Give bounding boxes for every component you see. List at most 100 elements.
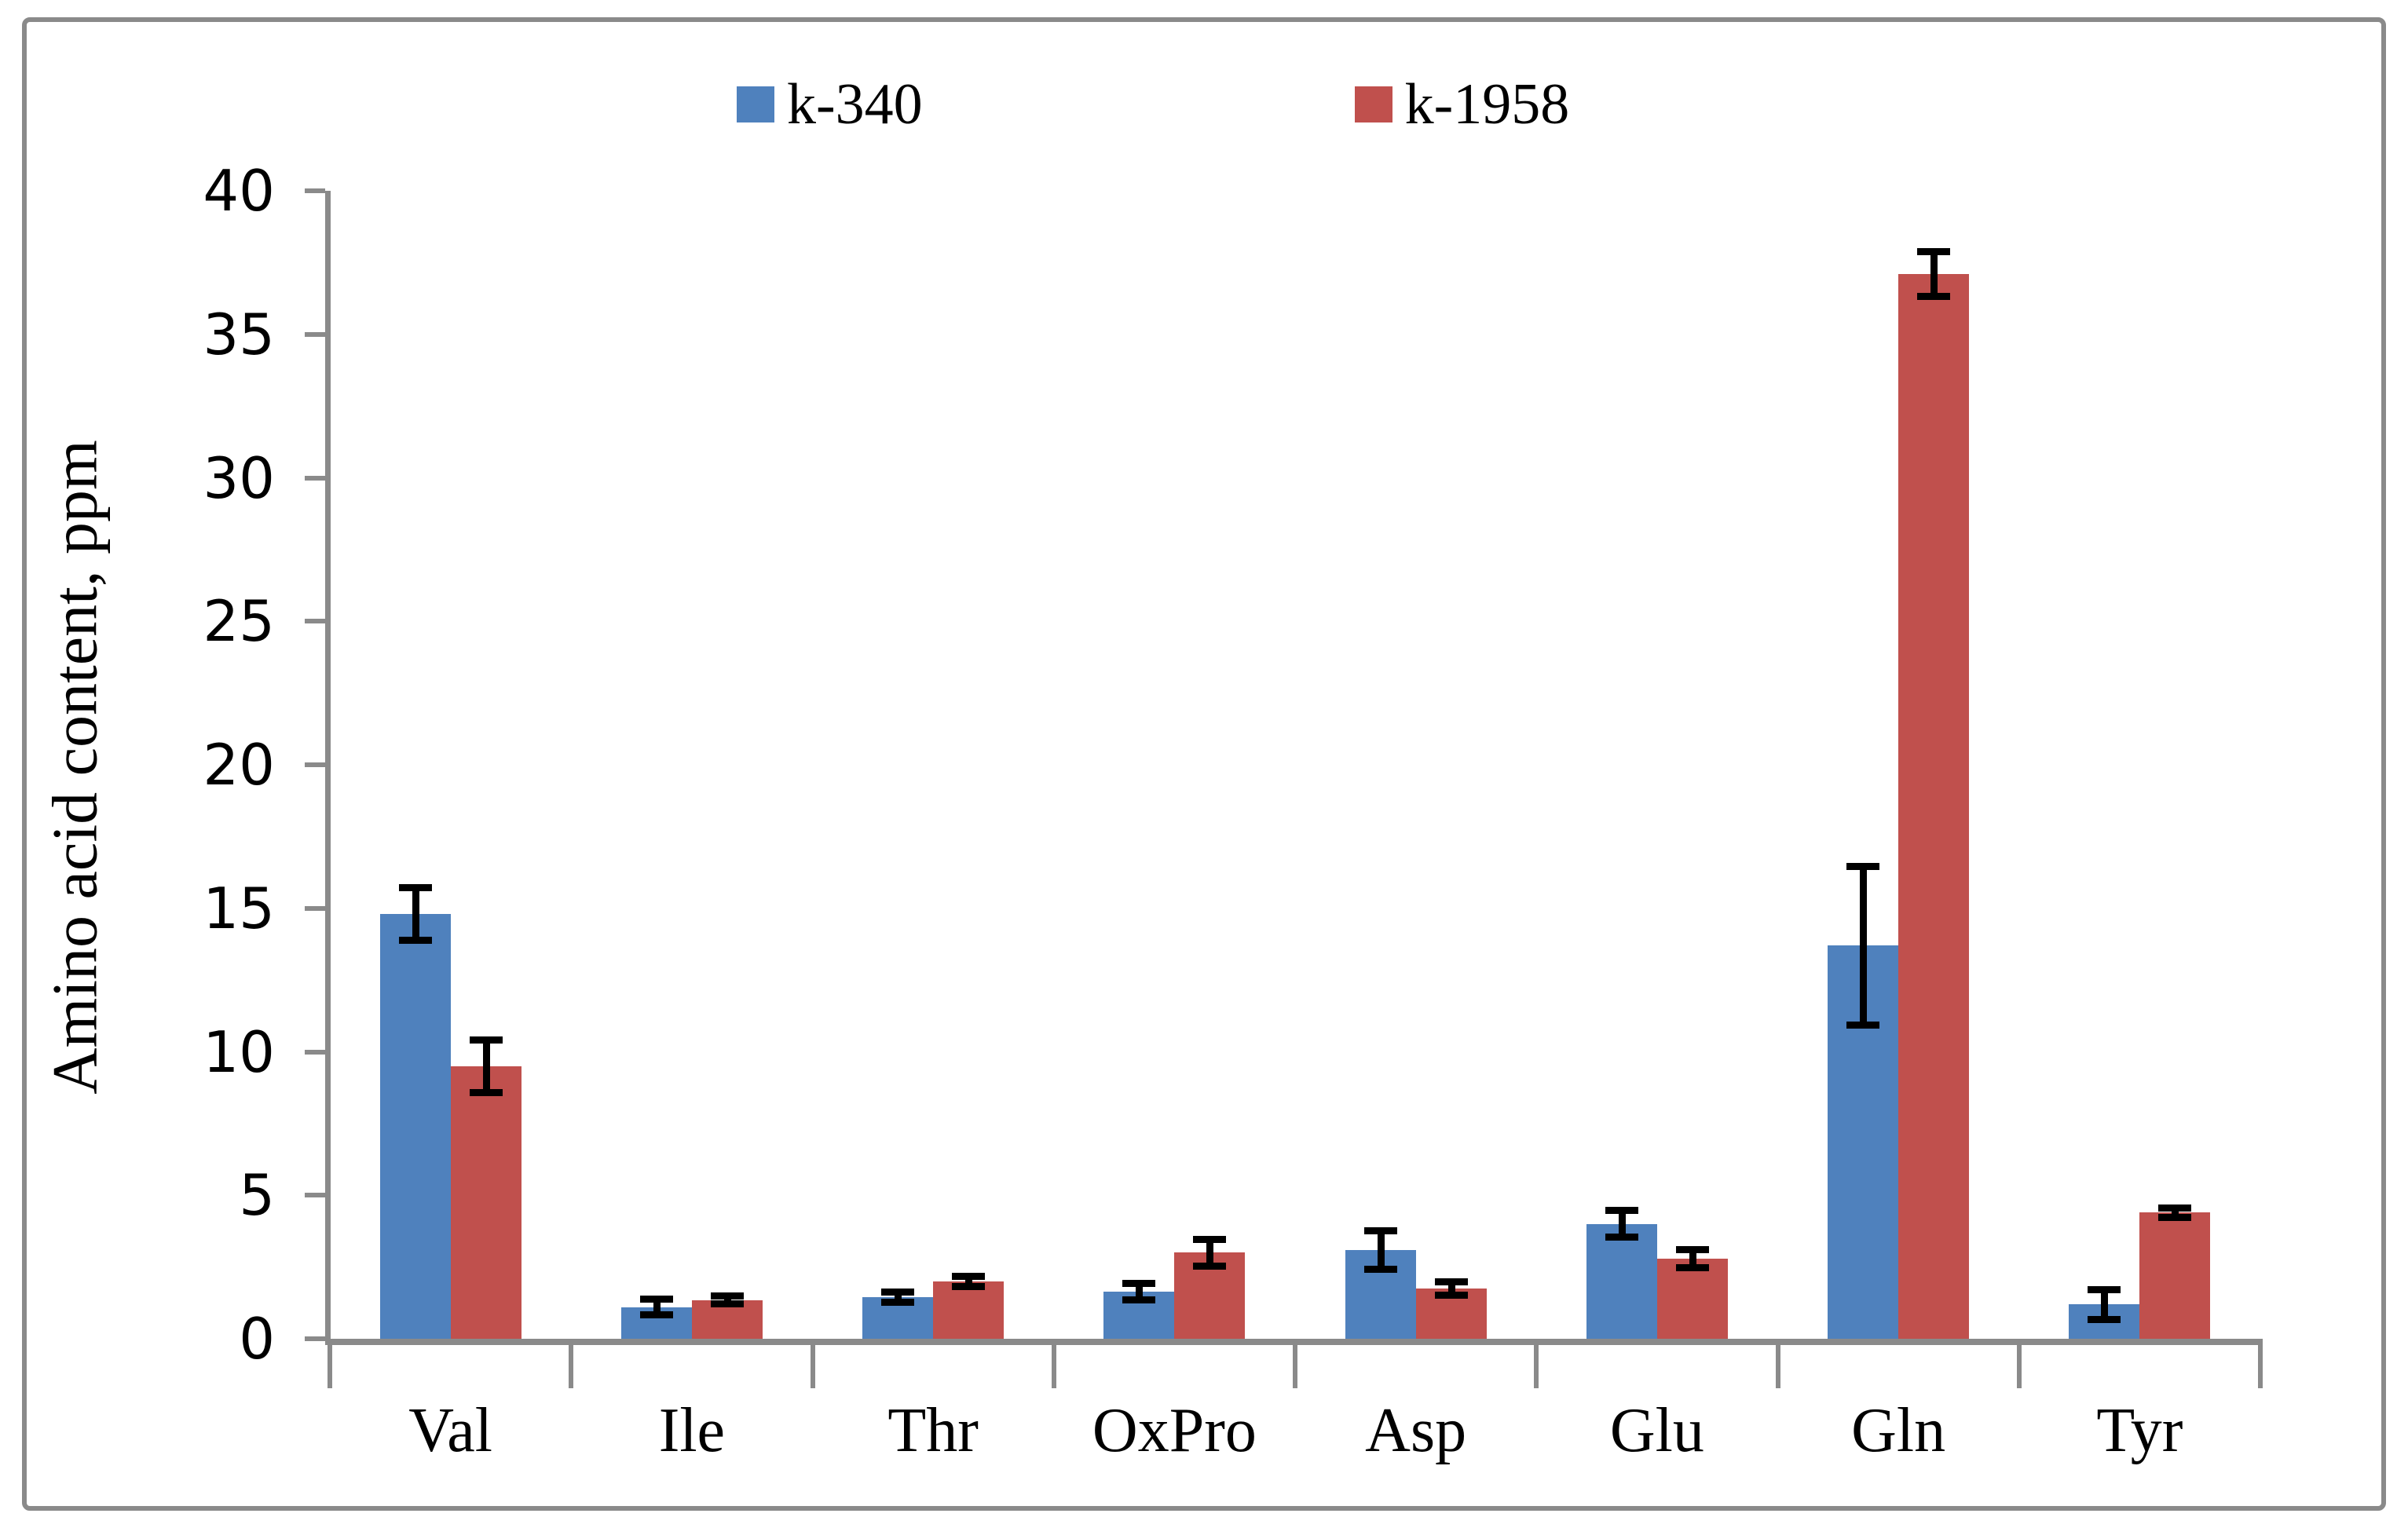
error-bar-line-k-340-Tyr — [2101, 1291, 2109, 1318]
error-bar-cap-top-k-1958-Asp — [1434, 1278, 1468, 1285]
y-tick-label: 35 — [203, 301, 275, 367]
error-bar-cap-bottom-k-1958-Val — [469, 1088, 503, 1096]
x-tick-mark — [1293, 1345, 1297, 1388]
x-tick-mark — [328, 1345, 332, 1388]
y-tick-label: 25 — [203, 588, 275, 655]
error-bar-cap-bottom-k-1958-Asp — [1434, 1292, 1468, 1300]
bar-k-1958-Tyr — [2139, 1212, 2211, 1339]
legend-item-k1958: k-1958 — [1354, 72, 1570, 137]
legend-swatch-red — [1354, 86, 1392, 122]
x-tick-mark — [1051, 1345, 1056, 1388]
error-bar-line-k-340-Val — [412, 889, 419, 939]
bar-k-1958-Glu — [1656, 1258, 1728, 1339]
error-bar-line-k-1958-Glu — [1689, 1251, 1696, 1266]
y-tick-mark — [305, 1336, 325, 1341]
y-tick-mark — [305, 1193, 325, 1198]
error-bar-cap-bottom-k-340-Tyr — [2088, 1315, 2121, 1323]
error-bar-line-k-1958-Gln — [1930, 254, 1938, 294]
error-bar-line-k-1958-Tyr — [2172, 1209, 2179, 1215]
x-category-label-Glu: Glu — [1609, 1396, 1704, 1465]
y-tick-mark — [305, 905, 325, 911]
y-tick-label: 15 — [203, 875, 275, 941]
error-bar-cap-bottom-k-340-Asp — [1363, 1265, 1397, 1273]
error-bar-cap-top-k-340-Asp — [1363, 1226, 1397, 1234]
error-bar-line-k-1958-Asp — [1447, 1283, 1455, 1294]
x-tick-mark — [1775, 1345, 1780, 1388]
y-tick-label: 40 — [203, 158, 275, 224]
error-bar-cap-top-k-340-Glu — [1605, 1207, 1638, 1215]
x-category-label-Thr: Thr — [887, 1396, 979, 1465]
y-tick-mark — [305, 188, 325, 193]
error-bar-cap-bottom-k-340-OxPro — [1122, 1296, 1156, 1303]
error-bar-line-k-340-Thr — [895, 1294, 902, 1300]
error-bar-cap-top-k-340-Val — [398, 883, 432, 891]
y-tick-label: 10 — [203, 1018, 275, 1085]
error-bar-cap-top-k-340-Thr — [881, 1289, 915, 1296]
x-category-label-OxPro: OxPro — [1092, 1396, 1257, 1465]
error-bar-cap-top-k-340-Ile — [639, 1296, 673, 1303]
x-axis-line — [325, 1339, 2263, 1345]
bar-k-1958-Gln — [1898, 273, 1970, 1339]
error-bar-cap-top-k-340-Tyr — [2088, 1285, 2121, 1293]
x-tick-mark — [569, 1345, 574, 1388]
error-bar-cap-bottom-k-340-Ile — [639, 1311, 673, 1319]
y-tick-label: 30 — [203, 444, 275, 511]
error-bar-cap-bottom-k-1958-Thr — [952, 1283, 986, 1291]
y-tick-mark — [305, 475, 325, 481]
error-bar-cap-top-k-340-OxPro — [1122, 1279, 1156, 1287]
error-bar-cap-bottom-k-340-Gln — [1846, 1021, 1880, 1029]
error-bar-cap-bottom-k-1958-OxPro — [1193, 1262, 1227, 1270]
bar-k-340-Glu — [1586, 1223, 1657, 1339]
y-tick-mark — [305, 762, 325, 767]
y-tick-mark — [305, 1049, 325, 1055]
x-category-label-Asp: Asp — [1365, 1396, 1467, 1465]
error-bar-line-k-1958-OxPro — [1206, 1241, 1214, 1264]
error-bar-cap-top-k-1958-Thr — [952, 1272, 986, 1280]
error-bar-cap-top-k-1958-Tyr — [2158, 1204, 2192, 1212]
bar-k-1958-Val — [450, 1066, 521, 1339]
y-axis-line — [325, 191, 331, 1345]
bar-k-340-Val — [379, 914, 451, 1339]
error-bar-cap-top-k-1958-Gln — [1917, 248, 1951, 256]
error-bar-cap-bottom-k-340-Val — [398, 937, 432, 945]
legend-swatch-blue — [737, 86, 774, 122]
y-tick-mark — [305, 619, 325, 624]
error-bar-cap-top-k-1958-OxPro — [1193, 1235, 1227, 1243]
y-tick-label: 0 — [239, 1306, 275, 1372]
legend-label: k-340 — [787, 72, 923, 137]
error-bar-cap-top-k-1958-Ile — [710, 1292, 744, 1300]
legend-label: k-1958 — [1404, 72, 1570, 137]
error-bar-line-k-1958-Ile — [723, 1298, 731, 1303]
y-tick-mark — [305, 331, 325, 337]
x-category-label-Tyr: Tyr — [2096, 1396, 2183, 1465]
legend-item-k340: k-340 — [737, 75, 923, 133]
error-bar-cap-top-k-1958-Glu — [1675, 1245, 1709, 1253]
y-tick-label: 20 — [203, 732, 275, 798]
error-bar-cap-bottom-k-1958-Tyr — [2158, 1213, 2192, 1221]
error-bar-line-k-340-Asp — [1377, 1232, 1385, 1267]
error-bar-line-k-340-Ile — [653, 1301, 661, 1314]
x-category-label-Ile: Ile — [658, 1396, 726, 1465]
legend: k-340 k-1958 — [737, 75, 1569, 133]
x-tick-mark — [1534, 1345, 1539, 1388]
error-bar-line-k-340-Gln — [1860, 868, 1868, 1023]
error-bar-line-k-1958-Thr — [965, 1278, 973, 1285]
error-bar-line-k-1958-Val — [482, 1041, 490, 1091]
error-bar-cap-bottom-k-1958-Glu — [1675, 1263, 1709, 1271]
error-bar-cap-bottom-k-1958-Gln — [1917, 292, 1951, 300]
error-bar-line-k-340-OxPro — [1136, 1285, 1144, 1298]
error-bar-cap-top-k-1958-Val — [469, 1036, 503, 1044]
error-bar-cap-top-k-340-Gln — [1846, 862, 1880, 870]
y-tick-label: 5 — [239, 1162, 275, 1229]
error-bar-cap-bottom-k-340-Thr — [881, 1298, 915, 1306]
x-category-label-Val: Val — [408, 1396, 492, 1465]
error-bar-line-k-340-Glu — [1618, 1212, 1626, 1236]
error-bar-cap-bottom-k-340-Glu — [1605, 1234, 1638, 1241]
bar-k-1958-Thr — [933, 1281, 1005, 1339]
x-tick-mark — [810, 1345, 815, 1388]
error-bar-cap-bottom-k-1958-Ile — [710, 1300, 744, 1308]
x-tick-mark — [2258, 1345, 2263, 1388]
x-category-label-Gln: Gln — [1851, 1396, 1946, 1465]
x-tick-mark — [2016, 1345, 2022, 1388]
